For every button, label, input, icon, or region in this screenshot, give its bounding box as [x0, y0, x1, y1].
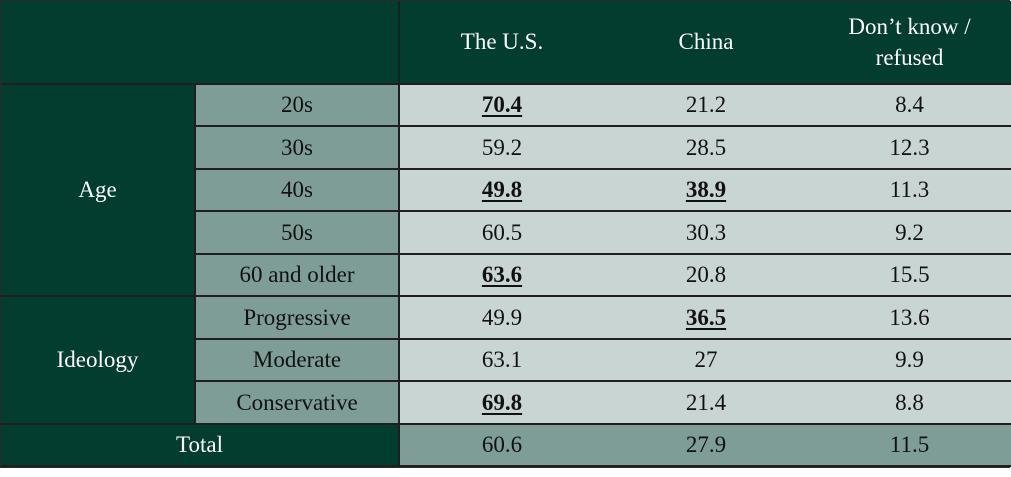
row-label: 50s	[196, 212, 400, 255]
cell-value: 21.2	[685, 92, 727, 118]
row-label: Conservative	[196, 382, 400, 425]
row-label: Progressive	[196, 297, 400, 340]
cell-value: 15.5	[889, 262, 930, 288]
table-cell-us: 70.4	[400, 85, 604, 127]
cell-value: 9.9	[895, 347, 924, 373]
cell-value: 28.5	[685, 134, 727, 160]
row-label: 30s	[196, 127, 400, 170]
table-cell-china: 27	[604, 340, 808, 382]
row-label: 40s	[196, 170, 400, 212]
table-cell-us: 60.5	[400, 212, 604, 255]
table-cell-dont-know: 8.4	[808, 85, 1011, 127]
table-cell-dont-know: 15.5	[808, 255, 1011, 297]
table-cell-dont-know: 8.8	[808, 382, 1011, 425]
cell-value: 8.8	[895, 389, 924, 415]
table-cell-dont-know: 9.9	[808, 340, 1011, 382]
table-cell-china: 21.4	[604, 382, 808, 425]
cell-value: 49.9	[481, 304, 523, 330]
group-label-ideology: Ideology	[1, 297, 196, 425]
cell-value: 27	[694, 347, 718, 373]
total-value-china: 27.9	[604, 425, 808, 467]
cell-value: 30.3	[685, 219, 727, 245]
group-label-age: Age	[1, 85, 196, 297]
total-label: Total	[1, 425, 400, 467]
column-header-china: China	[604, 1, 808, 85]
table-cell-dont-know: 12.3	[808, 127, 1011, 170]
table-cell-china: 38.9	[604, 170, 808, 212]
cell-value: 63.6	[481, 262, 523, 288]
cell-value: 21.4	[685, 389, 727, 415]
row-label: 60 and older	[196, 255, 400, 297]
cell-value: 38.9	[685, 177, 727, 203]
cell-value: 70.4	[481, 92, 523, 118]
table-cell-us: 63.6	[400, 255, 604, 297]
cell-value: 11.3	[889, 177, 930, 203]
table-cell-us: 63.1	[400, 340, 604, 382]
table-cell-us: 69.8	[400, 382, 604, 425]
header-corner	[1, 1, 400, 85]
cell-value: 59.2	[481, 134, 523, 160]
total-value-dont-know: 11.5	[808, 425, 1011, 467]
table-cell-dont-know: 9.2	[808, 212, 1011, 255]
table-cell-china: 30.3	[604, 212, 808, 255]
cell-value: 9.2	[895, 219, 924, 245]
table-cell-dont-know: 11.3	[808, 170, 1011, 212]
cell-value: 49.8	[481, 177, 523, 203]
cell-value: 12.3	[889, 134, 930, 160]
total-value-us: 60.6	[400, 425, 604, 467]
table-cell-dont-know: 13.6	[808, 297, 1011, 340]
cell-value: 36.5	[685, 304, 727, 330]
cell-value: 13.6	[889, 304, 930, 330]
cell-value: 20.8	[685, 262, 727, 288]
table-cell-china: 20.8	[604, 255, 808, 297]
cell-value: 60.5	[481, 219, 523, 245]
column-header-us: The U.S.	[400, 1, 604, 85]
table-cell-us: 49.8	[400, 170, 604, 212]
table-cell-china: 28.5	[604, 127, 808, 170]
row-label: 20s	[196, 85, 400, 127]
table-cell-us: 49.9	[400, 297, 604, 340]
row-label: Moderate	[196, 340, 400, 382]
table-cell-us: 59.2	[400, 127, 604, 170]
column-header-dont-know: Don’t know / refused	[808, 1, 1011, 85]
cell-value: 69.8	[481, 389, 523, 415]
table-cell-china: 36.5	[604, 297, 808, 340]
cell-value: 63.1	[481, 347, 523, 373]
table-cell-china: 21.2	[604, 85, 808, 127]
cell-value: 8.4	[895, 92, 924, 118]
